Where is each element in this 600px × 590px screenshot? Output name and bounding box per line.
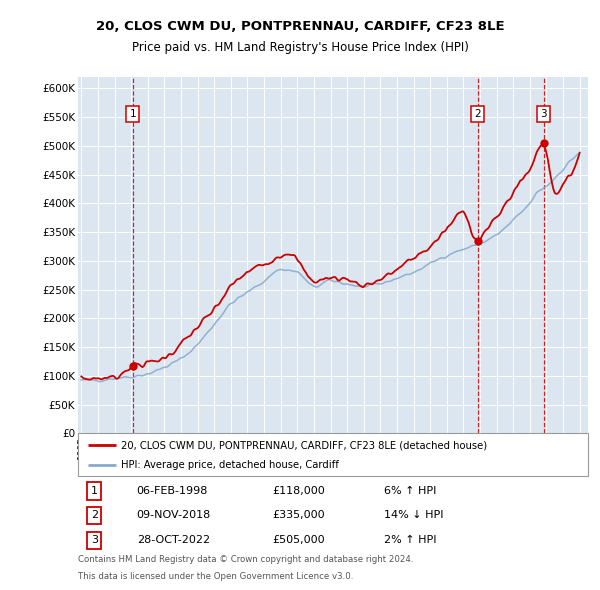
FancyBboxPatch shape <box>78 434 588 476</box>
Text: £335,000: £335,000 <box>272 510 325 520</box>
Text: 06-FEB-1998: 06-FEB-1998 <box>137 486 208 496</box>
Text: Price paid vs. HM Land Registry's House Price Index (HPI): Price paid vs. HM Land Registry's House … <box>131 41 469 54</box>
Text: 6% ↑ HPI: 6% ↑ HPI <box>384 486 436 496</box>
Text: 2% ↑ HPI: 2% ↑ HPI <box>384 535 437 545</box>
Text: 28-OCT-2022: 28-OCT-2022 <box>137 535 210 545</box>
Text: £505,000: £505,000 <box>272 535 325 545</box>
Text: 3: 3 <box>541 109 547 119</box>
Text: HPI: Average price, detached house, Cardiff: HPI: Average price, detached house, Card… <box>121 460 339 470</box>
Text: 2: 2 <box>474 109 481 119</box>
Text: £118,000: £118,000 <box>272 486 325 496</box>
Text: 20, CLOS CWM DU, PONTPRENNAU, CARDIFF, CF23 8LE: 20, CLOS CWM DU, PONTPRENNAU, CARDIFF, C… <box>95 20 505 33</box>
Text: 3: 3 <box>91 535 98 545</box>
Text: 2: 2 <box>91 510 98 520</box>
Text: 1: 1 <box>91 486 98 496</box>
Text: 20, CLOS CWM DU, PONTPRENNAU, CARDIFF, CF23 8LE (detached house): 20, CLOS CWM DU, PONTPRENNAU, CARDIFF, C… <box>121 440 487 450</box>
Text: This data is licensed under the Open Government Licence v3.0.: This data is licensed under the Open Gov… <box>78 572 353 582</box>
Text: 09-NOV-2018: 09-NOV-2018 <box>137 510 211 520</box>
Text: 14% ↓ HPI: 14% ↓ HPI <box>384 510 443 520</box>
Text: 1: 1 <box>130 109 136 119</box>
Text: Contains HM Land Registry data © Crown copyright and database right 2024.: Contains HM Land Registry data © Crown c… <box>78 555 413 565</box>
